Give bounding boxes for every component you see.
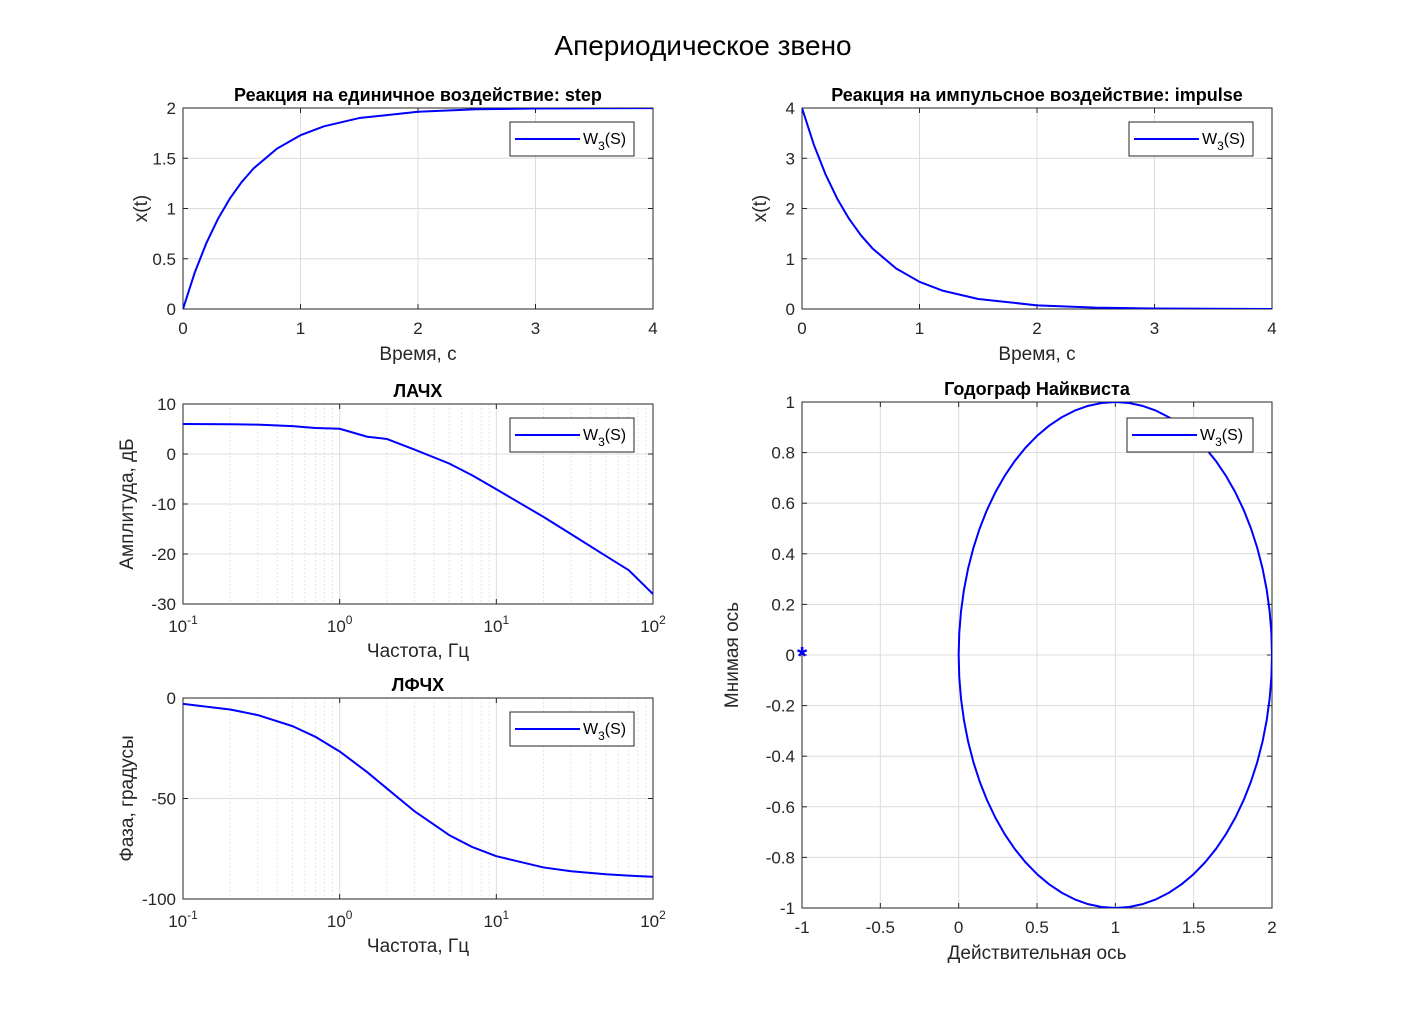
impulse-ytick-label: 1 <box>786 250 795 269</box>
nyquist-marker: * <box>797 641 808 671</box>
lachx-title: ЛАЧХ <box>394 381 443 401</box>
lfchx-axes: 10-1 100 101 102 -100 -50 0 ЛФЧХ Частота, Гц Фаза… <box>117 675 666 957</box>
step-ylabel: x(t) <box>131 195 152 222</box>
nyquist-legend-label: W3(S) <box>1200 427 1243 449</box>
impulse-series-line <box>802 108 1272 309</box>
lfchx-ytick-label: -100 <box>142 890 176 909</box>
nyquist-ytick-label: 0.8 <box>771 444 795 463</box>
lachx-axes: 10-1 100 101 102 -30 -20 -10 0 10 ЛАЧХ Частота, Гц… <box>117 381 666 662</box>
lachx-xtick-label: 10-1 <box>168 613 198 636</box>
nyquist-xtick-label: -0.5 <box>866 918 895 937</box>
lachx-ytick-label: -30 <box>151 595 176 614</box>
nyquist-ylabel: Мнимая ось <box>722 602 743 708</box>
nyquist-ytick-label: -0.4 <box>766 747 795 766</box>
nyquist-ytick-label: -0.2 <box>766 697 795 716</box>
nyquist-xtick-label: -1 <box>794 918 809 937</box>
step-ytick-label: 0.5 <box>152 250 176 269</box>
step-xlabel: Время, с <box>379 344 456 365</box>
step-ytick-label: 1.5 <box>152 149 176 168</box>
step-xtick-label: 0 <box>178 319 187 338</box>
step-axes: 0 1 2 3 4 0 0.5 1 1.5 2 Реакция на единичное возде… <box>131 85 658 365</box>
lachx-ylabel: Амплитуда, дБ <box>117 438 138 569</box>
step-title: Реакция на единичное воздействие: step <box>234 85 602 105</box>
impulse-xtick-label: 2 <box>1032 319 1041 338</box>
impulse-title: Реакция на импульсное воздействие: impul… <box>831 85 1243 105</box>
nyquist-axes: -1 -0.5 0 0.5 1 1.5 2 -1 -0.8 -0.6 -0.4 -0.2 0 0.2 0.4… <box>722 379 1277 964</box>
nyquist-title: Годограф Найквиста <box>944 379 1131 399</box>
lfchx-xtick-label: 102 <box>640 908 666 931</box>
nyquist-xtick-label: 2 <box>1267 918 1276 937</box>
step-legend: W3(S) <box>509 121 635 157</box>
impulse-ytick-label: 0 <box>786 300 795 319</box>
nyquist-ytick-label: -0.6 <box>766 798 795 817</box>
lfchx-ylabel: Фаза, градусы <box>117 735 138 861</box>
nyquist-xtick-label: 0 <box>954 918 963 937</box>
impulse-legend: W3(S) <box>1128 121 1254 157</box>
nyquist-ytick-label: 0 <box>786 646 795 665</box>
lachx-xlabel: Частота, Гц <box>367 641 469 662</box>
lfchx-xtick-label: 10-1 <box>168 908 198 931</box>
lachx-legend: W3(S) <box>509 417 635 453</box>
lachx-ytick-label: 0 <box>167 445 176 464</box>
lfchx-xtick-label: 101 <box>484 908 510 931</box>
impulse-xtick-label: 0 <box>797 319 806 338</box>
impulse-ytick-label: 4 <box>786 99 795 118</box>
step-xtick-label: 2 <box>413 319 422 338</box>
lfchx-xtick-label: 100 <box>327 908 353 931</box>
lachx-ytick-label: 10 <box>157 395 176 414</box>
step-legend-label: W3(S) <box>583 131 626 153</box>
nyquist-ytick-label: -0.8 <box>766 848 795 867</box>
lfchx-legend: W3(S) <box>509 711 635 747</box>
lfchx-ytick-label: -50 <box>151 790 176 809</box>
impulse-legend-label: W3(S) <box>1202 131 1245 153</box>
lachx-ytick-label: -20 <box>151 545 176 564</box>
lfchx-ytick-label: 0 <box>167 689 176 708</box>
lachx-ytick-label: -10 <box>151 495 176 514</box>
impulse-xtick-label: 3 <box>1150 319 1159 338</box>
lfchx-legend-label: W3(S) <box>583 721 626 743</box>
nyquist-xtick-label: 0.5 <box>1025 918 1049 937</box>
lachx-legend-label: W3(S) <box>583 427 626 449</box>
step-series-line <box>183 108 653 309</box>
lachx-series-line <box>183 422 653 595</box>
step-xtick-label: 3 <box>531 319 540 338</box>
lfchx-xlabel: Частота, Гц <box>367 936 469 957</box>
lachx-xtick-label: 100 <box>327 613 353 636</box>
step-xtick-label: 1 <box>296 319 305 338</box>
figure-title: Апериодическое звено <box>554 30 852 61</box>
step-ytick-label: 1 <box>167 200 176 219</box>
nyquist-ytick-label: 0.4 <box>771 545 795 564</box>
impulse-xtick-label: 4 <box>1267 319 1276 338</box>
nyquist-ytick-label: 1 <box>786 393 795 412</box>
impulse-xlabel: Время, с <box>998 344 1075 365</box>
lfchx-series-line <box>183 702 653 878</box>
nyquist-legend: W3(S) <box>1126 417 1254 453</box>
step-ytick-label: 2 <box>167 99 176 118</box>
nyquist-ytick-label: 0.6 <box>771 494 795 513</box>
step-xtick-label: 4 <box>648 319 657 338</box>
nyquist-xtick-label: 1.5 <box>1182 918 1206 937</box>
impulse-ytick-label: 3 <box>786 149 795 168</box>
impulse-ylabel: x(t) <box>750 195 771 222</box>
nyquist-ytick-label: 0.2 <box>771 595 795 614</box>
nyquist-xlabel: Действительная ось <box>948 943 1127 964</box>
impulse-xtick-label: 1 <box>915 319 924 338</box>
nyquist-xtick-label: 1 <box>1111 918 1120 937</box>
impulse-axes: 0 1 2 3 4 0 1 2 3 4 Реакция на импульсное воздейст… <box>750 85 1277 365</box>
step-ytick-label: 0 <box>167 300 176 319</box>
lachx-xtick-label: 102 <box>640 613 666 636</box>
lfchx-title: ЛФЧХ <box>392 675 444 695</box>
impulse-ytick-label: 2 <box>786 200 795 219</box>
lachx-xtick-label: 101 <box>484 613 510 636</box>
nyquist-ytick-label: -1 <box>780 899 795 918</box>
